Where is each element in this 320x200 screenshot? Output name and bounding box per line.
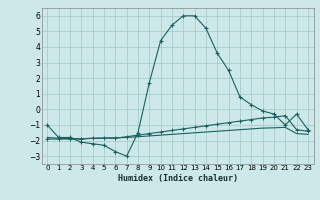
X-axis label: Humidex (Indice chaleur): Humidex (Indice chaleur) xyxy=(118,174,237,183)
